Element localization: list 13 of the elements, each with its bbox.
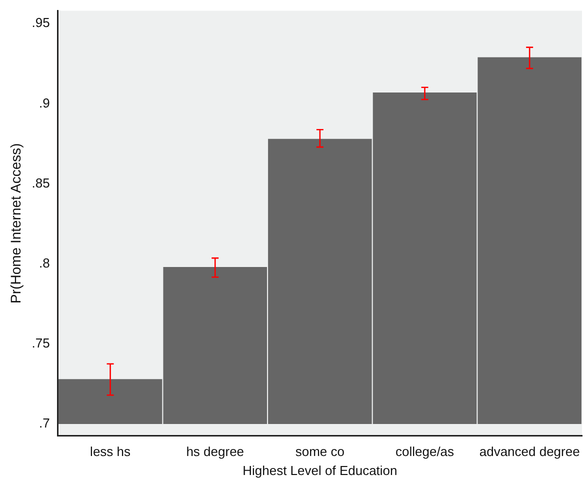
y-tick-label: .75 xyxy=(32,335,50,350)
y-tick-label: .95 xyxy=(32,15,50,30)
x-axis-title: Highest Level of Education xyxy=(242,462,398,478)
y-tick-label: .85 xyxy=(32,175,50,190)
x-tick-label: some co xyxy=(295,444,345,460)
y-axis-title: Pr(Home Internet Access) xyxy=(7,143,24,304)
y-tick-label: .8 xyxy=(39,255,50,270)
y-tick-label: .9 xyxy=(39,95,50,110)
x-tick-label: advanced degree xyxy=(479,444,580,460)
x-tick-label: less hs xyxy=(90,444,132,460)
y-tick-label: .7 xyxy=(39,416,50,431)
x-tick-label: college/as xyxy=(395,444,455,460)
x-tick-label: hs degree xyxy=(186,444,244,460)
